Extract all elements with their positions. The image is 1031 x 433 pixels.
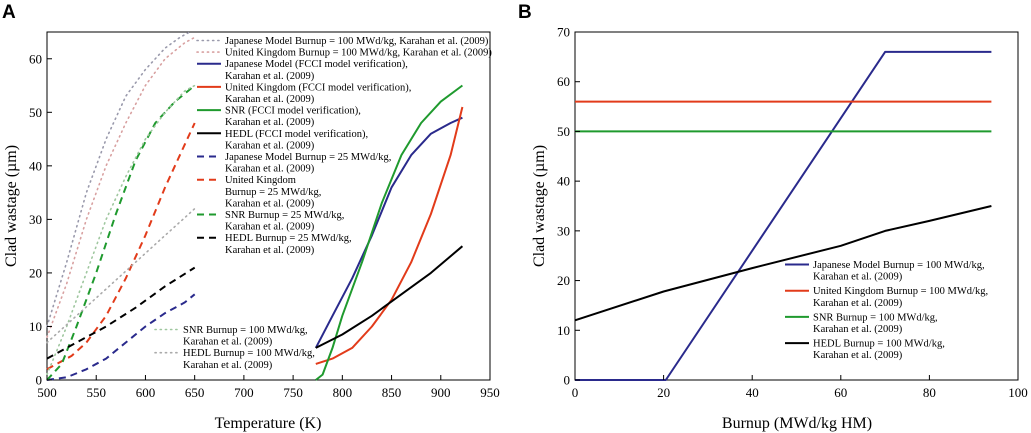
series-line-a-7: [46, 293, 196, 381]
legend-label-a-9: Karahan et al. (2009): [225, 222, 315, 233]
series-line-a-1: [46, 31, 191, 328]
legend-label-a-11: SNR Burnup = 100 MWd/kg,: [183, 325, 308, 336]
legend-label-a-7: Japanese Model Burnup = 25 MWd/kg,: [225, 152, 391, 163]
plot-frame-b: [574, 31, 1019, 381]
legend-label-a-6: HEDL (FCCI model verification),: [225, 129, 368, 140]
y-tick-label-a: 50: [29, 105, 42, 120]
legend-label-b-3: SNR Burnup = 100 MWd/kg,: [813, 312, 938, 323]
legend-label-a-11: Karahan et al. (2009): [183, 337, 273, 348]
legend-label-a-10: HEDL Burnup = 25 MWd/kg,: [225, 233, 352, 244]
legend-label-a-10: Karahan et al. (2009): [225, 245, 315, 256]
series-line-a-12: [46, 207, 196, 344]
y-tick-label-b: 60: [557, 74, 570, 89]
x-tick-label-a: 950: [480, 385, 500, 400]
series-line-a-10: [46, 266, 196, 360]
x-tick-label-b: 100: [1008, 385, 1028, 400]
legend-label-a-9: SNR Burnup = 25 MWd/kg,: [225, 210, 344, 221]
legend-label-a-4: Karahan et al. (2009): [225, 94, 315, 105]
legend-label-a-3: Karahan et al. (2009): [225, 71, 315, 82]
plot-frame-a: [46, 31, 491, 381]
x-tick-label-b: 80: [923, 385, 936, 400]
series-line-a-5: [315, 84, 463, 381]
y-tick-label-b: 50: [557, 124, 570, 139]
series-line-a-9: [46, 84, 196, 381]
legend-label-a-3: Japanese Model (FCCI model verification)…: [225, 59, 408, 70]
x-tick-label-b: 20: [657, 385, 670, 400]
series-line-b-1: [575, 50, 992, 381]
series-line-a-2: [46, 36, 196, 339]
y-tick-label-b: 40: [557, 174, 570, 189]
legend-label-a-5: SNR (FCCI model verification),: [225, 106, 361, 117]
x-tick-label-a: 800: [333, 385, 353, 400]
x-tick-label-a: 550: [86, 385, 106, 400]
x-tick-label-a: 600: [136, 385, 156, 400]
panel-a: A 500 550 600 650 700 750 800 850 900 950 0 10 20 30 4…: [2, 2, 500, 432]
legend-label-b-1: Karahan et al. (2009): [813, 272, 903, 283]
legend-label-a-6: Karahan et al. (2009): [225, 140, 315, 151]
x-tick-label-a: 850: [382, 385, 402, 400]
legend-label-a-7: Karahan et al. (2009): [225, 164, 315, 175]
legend-label-a-8: United Kingdom: [225, 175, 296, 186]
y-tick-label-a: 0: [36, 373, 43, 388]
x-axis-label-b: Burnup (MWd/kg HM): [722, 415, 872, 432]
legend-label-a-8: Karahan et al. (2009): [225, 198, 315, 209]
legend-label-a-8: Burnup = 25 MWd/kg,: [225, 187, 321, 198]
legend-label-b-4: Karahan et al. (2009): [813, 350, 903, 361]
y-tick-label-b: 10: [557, 323, 570, 338]
legend-label-a-12: HEDL Burnup = 100 MWd/kg,: [183, 348, 315, 359]
series-line-b-4: [574, 205, 992, 322]
series-line-a-6: [315, 245, 464, 349]
series-line-a-8: [46, 122, 196, 371]
y-axis-label-a: Clad wastage (µm): [3, 145, 20, 267]
legend-label-a-2: United Kingdom Burnup = 100 MWd/kg, Kara…: [225, 48, 492, 59]
y-axis-label-b: Clad wastage (µm): [531, 145, 548, 267]
series-line-a-4: [315, 106, 464, 365]
y-tick-label-a: 10: [29, 319, 42, 334]
x-tick-label-a: 650: [185, 385, 205, 400]
legend-label-a-1: Japanese Model Burnup = 100 MWd/kg, Kara…: [225, 36, 489, 47]
x-tick-label-a: 900: [431, 385, 451, 400]
y-tick-label-a: 60: [29, 51, 42, 66]
legend-label-b-3: Karahan et al. (2009): [813, 324, 903, 335]
panel-label-b: B: [518, 2, 532, 23]
y-tick-label-b: 30: [557, 223, 570, 238]
y-tick-label-b: 70: [557, 25, 570, 40]
panel-b: B 0 20 40 60 80 100 0 10 20 30 40 50 60 70 Japanese M…: [518, 2, 1028, 432]
x-tick-label-b: 40: [746, 385, 759, 400]
legend-label-a-5: Karahan et al. (2009): [225, 117, 315, 128]
legend-label-b-2: Karahan et al. (2009): [813, 298, 903, 309]
y-tick-label-a: 20: [29, 265, 42, 280]
y-tick-label-a: 40: [29, 158, 42, 173]
x-axis-label-a: Temperature (K): [215, 415, 322, 432]
x-tick-label-b: 0: [572, 385, 579, 400]
series-line-a-3: [314, 116, 463, 349]
legend-label-a-12: Karahan et al. (2009): [183, 360, 273, 371]
series-line-a-11: [46, 84, 196, 376]
x-tick-label-a: 700: [234, 385, 254, 400]
x-tick-label-a: 500: [37, 385, 57, 400]
legend-label-a-4: United Kingdom (FCCI model verification)…: [225, 82, 411, 93]
legend-label-b-2: United Kingdom Burnup = 100 MWd/kg,: [813, 286, 988, 297]
y-tick-label-b: 20: [557, 273, 570, 288]
x-tick-label-b: 60: [834, 385, 847, 400]
legend-label-b-1: Japanese Model Burnup = 100 MWd/kg,: [813, 260, 985, 271]
panel-label-a: A: [2, 2, 16, 23]
legend-label-b-4: HEDL Burnup = 100 MWd/kg,: [813, 339, 945, 350]
y-tick-label-b: 0: [564, 373, 571, 388]
x-tick-label-a: 750: [283, 385, 303, 400]
y-tick-label-a: 30: [29, 212, 42, 227]
